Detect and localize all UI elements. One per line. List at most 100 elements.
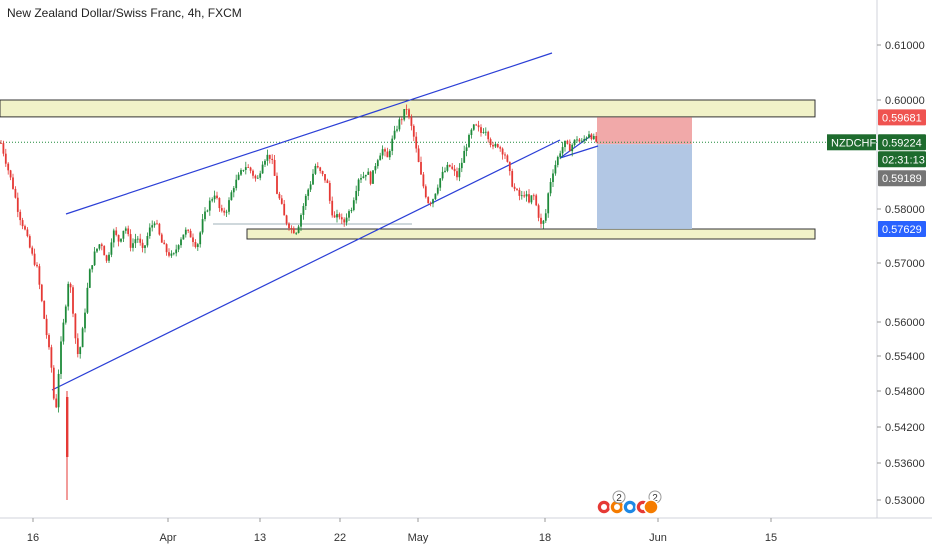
candle-body: [76, 338, 79, 355]
candle-body: [273, 159, 276, 176]
candle-body: [580, 140, 583, 142]
candle-body: [424, 186, 427, 198]
candle-body: [376, 160, 379, 167]
candle-body: [381, 149, 384, 156]
candle-body: [537, 205, 540, 218]
event-flag-icon[interactable]: [643, 499, 659, 515]
candle-body: [576, 139, 578, 141]
candle-body: [297, 226, 300, 233]
candle-body: [468, 134, 470, 148]
candle-body: [290, 228, 293, 229]
candle-body: [307, 189, 310, 196]
candle-body: [26, 229, 29, 237]
candle-body: [590, 134, 593, 140]
candle-body: [530, 195, 533, 203]
candle-body: [122, 230, 125, 239]
candle-body: [532, 195, 535, 197]
candle-body: [523, 195, 526, 197]
candle-body: [67, 283, 70, 307]
candle-body: [561, 147, 564, 154]
candle-body: [98, 244, 101, 249]
candle-body: [472, 124, 475, 130]
candle-body: [232, 188, 235, 193]
candle-body: [124, 228, 127, 231]
y-tick-label: 0.54200: [885, 422, 925, 434]
stop-price-tag: 0.59681: [882, 112, 922, 124]
candle-body: [350, 210, 353, 212]
candle-body: [168, 252, 170, 256]
y-tick-label: 0.55400: [885, 351, 925, 363]
candle-body: [153, 223, 156, 226]
candle-body: [405, 109, 408, 110]
candle-body: [141, 242, 144, 248]
candle-body: [355, 190, 358, 201]
candle-body: [240, 170, 242, 175]
candle-body: [132, 243, 134, 248]
candle-body: [482, 132, 485, 133]
x-tick-label: 22: [334, 532, 346, 544]
candle-body: [249, 167, 252, 171]
candle-body: [386, 151, 389, 158]
candle-body: [177, 245, 180, 250]
x-tick-label: 15: [765, 532, 777, 544]
candle-body: [352, 200, 355, 211]
candle-body: [21, 220, 24, 227]
zones-layer: [0, 99, 816, 240]
candle-body: [136, 238, 139, 240]
x-tick-label: May: [408, 532, 429, 544]
candle-body: [264, 160, 266, 165]
candle-body: [4, 153, 7, 164]
candle-body: [66, 397, 69, 457]
candle-body: [439, 178, 442, 188]
price-tags-layer: 0.59681 0.59224 02:31:13 0.59189 0.57629 NZDC…: [827, 109, 926, 238]
candle-body: [254, 175, 257, 179]
candle-body: [338, 214, 341, 218]
candle-body: [331, 200, 334, 216]
candle-body: [144, 245, 146, 248]
candle-body: [477, 125, 480, 128]
candle-body: [12, 177, 14, 189]
candle-body: [391, 138, 394, 151]
x-tick-label: Jun: [649, 532, 667, 544]
y-tick-label: 0.60000: [885, 95, 925, 107]
candle-body: [163, 242, 166, 245]
candle-body: [525, 194, 528, 197]
candle-body: [134, 239, 137, 244]
candle-body: [475, 124, 478, 126]
candle-body: [223, 210, 226, 213]
candle-body: [429, 203, 432, 204]
candle-body: [156, 223, 158, 225]
candle-body: [314, 165, 317, 174]
candle-body: [547, 193, 550, 214]
candle-body: [55, 398, 58, 408]
candle-body: [211, 199, 214, 201]
candle-body: [196, 244, 199, 247]
candle-body: [420, 161, 422, 175]
current-price-tag: 0.59224: [882, 137, 922, 149]
candle-body: [328, 183, 331, 201]
candle-body: [566, 140, 569, 144]
candle-body: [165, 244, 168, 253]
candle-body: [516, 188, 518, 190]
candle-body: [499, 147, 502, 149]
short-position-layer: [0, 117, 877, 229]
candle-body: [81, 328, 84, 348]
event-count-text: 2: [616, 493, 622, 504]
candle-body: [345, 217, 348, 223]
candle-body: [105, 255, 108, 261]
candle-body: [115, 230, 118, 235]
candle-body: [117, 234, 120, 242]
candle-body: [520, 195, 523, 197]
wedge-lower-line: [559, 145, 599, 159]
candle-body: [31, 247, 34, 254]
candle-body: [36, 264, 38, 267]
candle-body: [451, 166, 454, 169]
candle-body: [316, 165, 319, 168]
candle-body: [535, 195, 538, 206]
candle-body: [403, 109, 406, 120]
candle-body: [220, 208, 223, 211]
candle-body: [256, 177, 259, 179]
candle-body: [319, 167, 322, 171]
target-price-tag: 0.57629: [882, 224, 922, 236]
